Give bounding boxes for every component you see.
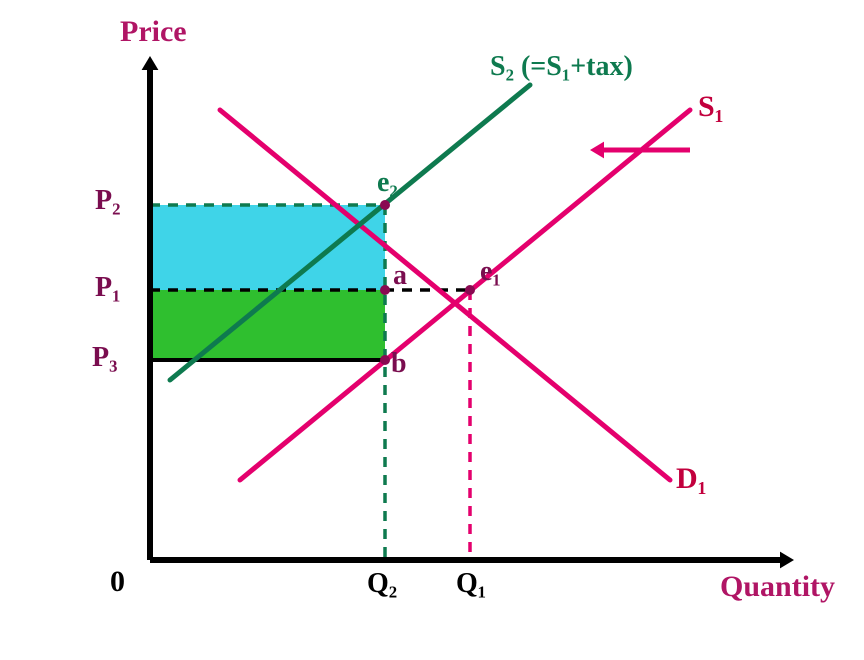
label-d1: D₁ [676, 462, 707, 496]
label-p1: P₁ [95, 272, 121, 304]
point-b [380, 355, 390, 365]
label-b: b [391, 348, 407, 380]
label-s1: S₁ [698, 90, 724, 124]
label-a: a [393, 260, 407, 292]
axis-label-price: Price [120, 15, 187, 49]
axis-label-origin: 0 [110, 565, 125, 599]
tax-incidence-diagram: { "canvas": { "w": 864, "h": 660 }, "col… [0, 0, 864, 660]
label-p3: P₃ [92, 342, 118, 374]
label-p2: P₂ [95, 185, 121, 217]
axis-label-quantity: Quantity [720, 570, 835, 604]
label-e2: e₂ [377, 167, 398, 199]
label-s2: S₂ (=S₁+tax) [490, 51, 633, 83]
point-e2 [380, 200, 390, 210]
diagram-svg [0, 0, 864, 660]
point-a [380, 285, 390, 295]
point-e1 [465, 285, 475, 295]
label-e1: e₁ [480, 256, 501, 288]
label-q1: Q₁ [456, 568, 486, 600]
label-q2: Q₂ [367, 568, 397, 600]
